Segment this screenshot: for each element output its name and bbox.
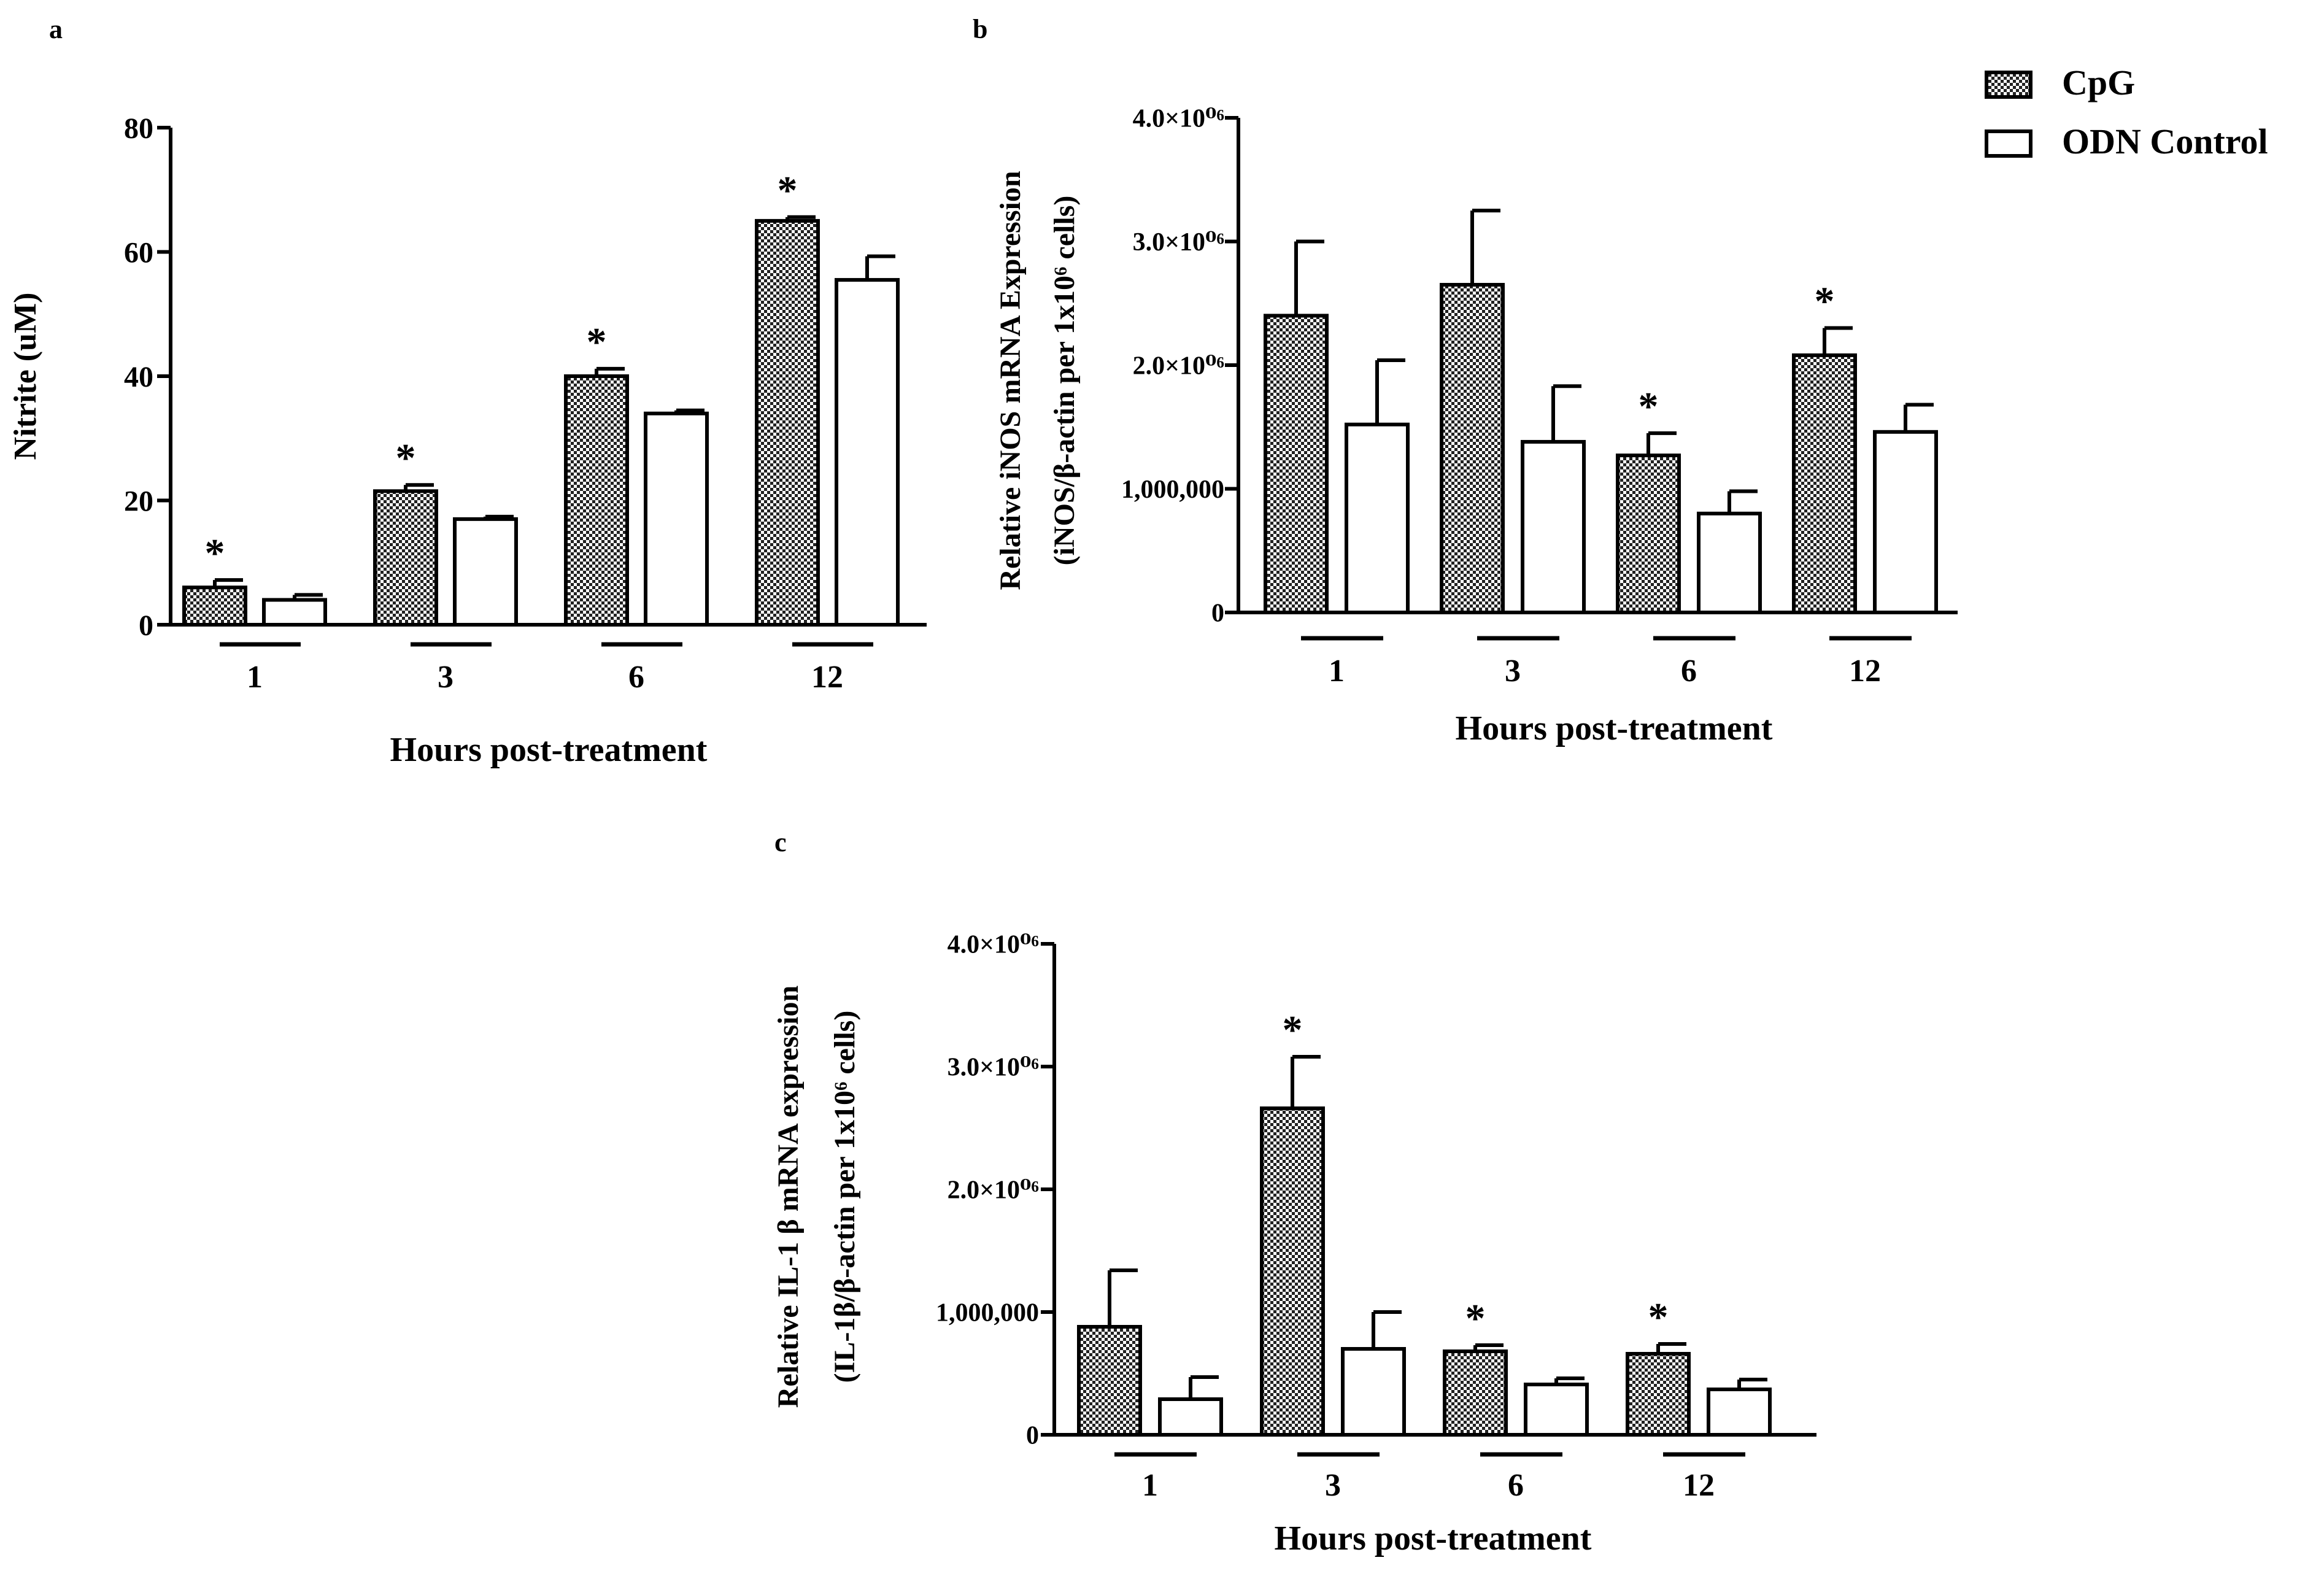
x-tick-label: 6 [1681,654,1697,689]
bar-odn-control [835,278,900,627]
x-tick-label: 1 [1142,1468,1158,1503]
y-tick-label: 60 [124,236,153,269]
y-tick-label: 80 [124,112,153,145]
y-axis-label: Relative IL-1 β mRNA expression [772,986,805,1408]
significance-star: * [205,531,225,576]
y-axis-label: Nitrite (uM) [8,293,43,460]
y-tick-label: 4.0×10⁰⁶ [1133,105,1224,133]
significance-star: * [587,320,607,365]
significance-star: * [1648,1295,1669,1340]
legend-label-cpg: CpG [2062,63,2135,102]
significance-star: * [1465,1296,1486,1341]
bar-cpg [1264,314,1329,615]
bar-cpg [1260,1106,1325,1437]
bar-odn-control [262,598,327,627]
y-tick-label: 1,000,000 [936,1299,1039,1327]
x-tick-label: 3 [438,660,454,695]
significance-star: * [1815,279,1835,324]
x-axis-label: Hours post-treatment [1275,1519,1592,1558]
bar-odn-control [1697,511,1762,614]
significance-star: * [1639,384,1659,429]
bar-odn-control [644,411,709,627]
significance-star: * [1283,1008,1303,1052]
bar-odn-control [1158,1397,1223,1437]
y-tick-label: 0 [1211,600,1224,628]
bar-cpg [564,374,629,627]
y-tick-label: 2.0×10⁰⁶ [1133,352,1224,380]
bar-cpg [1440,283,1505,614]
x-tick-label: 3 [1505,654,1521,689]
bar-odn-control [1524,1383,1589,1437]
y-tick-label: 20 [124,485,153,517]
bar-odn-control [1873,430,1938,614]
y-tick-label: 1,000,000 [1121,476,1224,504]
panel-b-chart: 0 1,000,000 2.0×10⁰⁶ 3.0×10⁰⁶ 4.0×10⁰⁶ 1 3 * 6 * 1… [994,105,1958,747]
x-tick-label: 6 [628,660,644,695]
x-tick-label: 1 [247,660,263,695]
bar-odn-control [1707,1388,1772,1437]
panel-label-c: c [774,827,787,857]
panel-c-chart: 0 1,000,000 2.0×10⁰⁶ 3.0×10⁰⁶ 4.0×10⁰⁶ 1 * 3 * 6 *… [772,931,1816,1558]
bar-cpg [1077,1325,1142,1437]
bar-odn-control [453,517,518,627]
x-axis-label: Hours post-treatment [1456,709,1773,747]
y-axis-label: Relative iNOS mRNA Expression [994,171,1027,590]
legend-swatch-cpg [1985,71,2033,99]
y-tick-label: 3.0×10⁰⁶ [1133,228,1224,257]
bar-odn-control [1341,1347,1406,1437]
y-tick-label: 40 [124,361,153,393]
significance-star: * [778,168,798,213]
x-tick-label: 3 [1325,1468,1341,1503]
bar-cpg [373,489,438,627]
x-tick-label: 12 [811,660,843,695]
y-axis-label: (IL-1β/β-actin per 1x10⁶ cells) [828,1011,861,1383]
panel-a-chart: 0 20 40 60 80 * 1 * 3 * 6 * 12 Hours post-treatment Ni… [8,112,927,769]
y-axis-label: (iNOS/β-actin per 1x10⁶ cells) [1048,196,1081,566]
significance-star: * [396,436,416,481]
panel-label-a: a [49,14,63,44]
bar-cpg [1626,1352,1691,1437]
x-tick-label: 1 [1329,654,1345,689]
bar-cpg [1792,353,1857,614]
y-tick-label: 0 [139,609,153,642]
bar-cpg [1616,454,1681,614]
bar-odn-control [1345,422,1410,614]
y-tick-label: 0 [1026,1422,1039,1450]
x-tick-label: 6 [1508,1468,1524,1503]
bar-cpg [755,218,820,627]
panel-label-b: b [973,14,987,44]
bar-odn-control [1521,439,1586,614]
y-tick-label: 2.0×10⁰⁶ [948,1176,1039,1205]
bar-cpg [182,585,247,627]
legend-swatch-odn-control [1985,129,2033,158]
legend-label-odn-control: ODN Control [2062,122,2268,161]
x-axis-label: Hours post-treatment [390,731,708,769]
legend: CpG ODN Control [1985,63,2268,161]
bar-cpg [1443,1349,1508,1437]
y-tick-label: 3.0×10⁰⁶ [948,1054,1039,1082]
y-tick-label: 4.0×10⁰⁶ [948,931,1039,959]
x-tick-label: 12 [1683,1468,1715,1503]
x-tick-label: 12 [1849,654,1881,689]
